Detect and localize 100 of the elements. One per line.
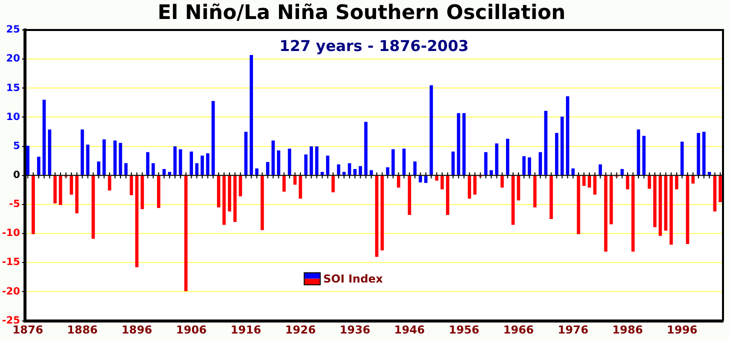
x-tick-label: 1956 bbox=[448, 323, 480, 336]
bar bbox=[533, 176, 537, 208]
bar bbox=[228, 176, 232, 212]
bar bbox=[495, 143, 498, 175]
bar bbox=[506, 138, 510, 175]
bar bbox=[70, 176, 74, 195]
x-tick-label: 1986 bbox=[612, 323, 644, 336]
bar bbox=[566, 96, 570, 175]
bar bbox=[310, 146, 313, 175]
bar bbox=[113, 140, 117, 175]
bar bbox=[555, 132, 558, 175]
bar bbox=[200, 156, 204, 175]
bar bbox=[560, 116, 564, 175]
bar bbox=[718, 176, 722, 202]
bar bbox=[468, 176, 472, 199]
bar bbox=[53, 176, 57, 204]
bar bbox=[92, 176, 95, 239]
bar bbox=[272, 140, 275, 175]
bar bbox=[424, 176, 428, 183]
bar bbox=[195, 163, 198, 175]
bar bbox=[178, 149, 182, 175]
bar bbox=[582, 176, 586, 186]
chart-title: El Niño/La Niña Southern Oscillation bbox=[158, 0, 566, 24]
bar bbox=[315, 146, 318, 175]
bar bbox=[516, 176, 520, 200]
bar bbox=[610, 176, 613, 224]
bar bbox=[152, 163, 155, 175]
bar bbox=[86, 144, 90, 175]
bar bbox=[358, 166, 362, 175]
bar bbox=[222, 176, 226, 225]
bar bbox=[490, 170, 493, 175]
bar bbox=[184, 176, 188, 292]
bar bbox=[266, 162, 270, 175]
bar bbox=[342, 172, 346, 175]
bar bbox=[233, 176, 237, 222]
x-tick-label: 1886 bbox=[67, 323, 98, 336]
bar bbox=[648, 176, 652, 189]
x-tick-label: 1946 bbox=[394, 323, 426, 336]
x-tick-label: 1916 bbox=[230, 323, 262, 336]
bar bbox=[402, 148, 406, 175]
bar bbox=[620, 169, 624, 175]
bar bbox=[320, 172, 324, 175]
bar bbox=[544, 110, 548, 175]
bar bbox=[386, 167, 390, 175]
bar bbox=[626, 176, 630, 190]
bar bbox=[364, 122, 368, 175]
bar bbox=[664, 176, 668, 231]
bar bbox=[190, 152, 194, 175]
bar bbox=[48, 129, 52, 175]
bar bbox=[571, 168, 575, 175]
text: 127 years - 1876-2003 bbox=[279, 36, 469, 55]
x-tick-label: 1896 bbox=[122, 323, 152, 336]
bar bbox=[456, 113, 460, 175]
bar bbox=[500, 176, 504, 188]
bar bbox=[42, 100, 46, 175]
bar bbox=[713, 176, 716, 212]
bar bbox=[430, 85, 433, 175]
bar bbox=[550, 176, 553, 220]
bar bbox=[157, 176, 160, 208]
bar bbox=[484, 152, 488, 175]
bar bbox=[298, 176, 302, 199]
bar bbox=[32, 176, 35, 234]
x-tick-label: 1996 bbox=[666, 323, 698, 336]
bar bbox=[217, 176, 220, 208]
bar bbox=[675, 176, 678, 190]
bar bbox=[451, 152, 455, 175]
bar bbox=[636, 129, 640, 175]
bar bbox=[593, 176, 596, 195]
x-tick-label: 1976 bbox=[558, 323, 589, 336]
legend-label: SOI Index bbox=[323, 272, 383, 286]
bar bbox=[332, 176, 335, 192]
y-tick-label: -20 bbox=[2, 286, 20, 298]
x-tick-label: 1936 bbox=[340, 323, 371, 336]
bar bbox=[288, 148, 292, 175]
bar bbox=[326, 156, 330, 175]
bar bbox=[435, 176, 438, 181]
y-tick-label: 0 bbox=[13, 170, 20, 181]
bar bbox=[244, 132, 248, 175]
y-tick-label: 15 bbox=[6, 82, 20, 94]
bar bbox=[511, 176, 515, 225]
bar bbox=[631, 176, 635, 252]
y-tick-label: 10 bbox=[6, 112, 20, 123]
y-tick-label: 25 bbox=[6, 24, 20, 36]
bar bbox=[440, 176, 444, 190]
x-tick-label: 1926 bbox=[285, 323, 316, 336]
bar bbox=[58, 176, 62, 206]
bar bbox=[658, 176, 662, 236]
bar bbox=[162, 169, 166, 175]
bar bbox=[304, 154, 308, 175]
bar bbox=[418, 176, 422, 182]
bar bbox=[680, 142, 684, 175]
bar bbox=[206, 153, 210, 175]
x-tick-label: 1906 bbox=[176, 323, 208, 336]
bar bbox=[576, 176, 580, 234]
bar bbox=[255, 168, 258, 175]
bar bbox=[522, 156, 526, 175]
bar bbox=[691, 176, 695, 184]
bar bbox=[642, 136, 646, 175]
bar bbox=[135, 176, 138, 268]
bar bbox=[408, 176, 412, 215]
